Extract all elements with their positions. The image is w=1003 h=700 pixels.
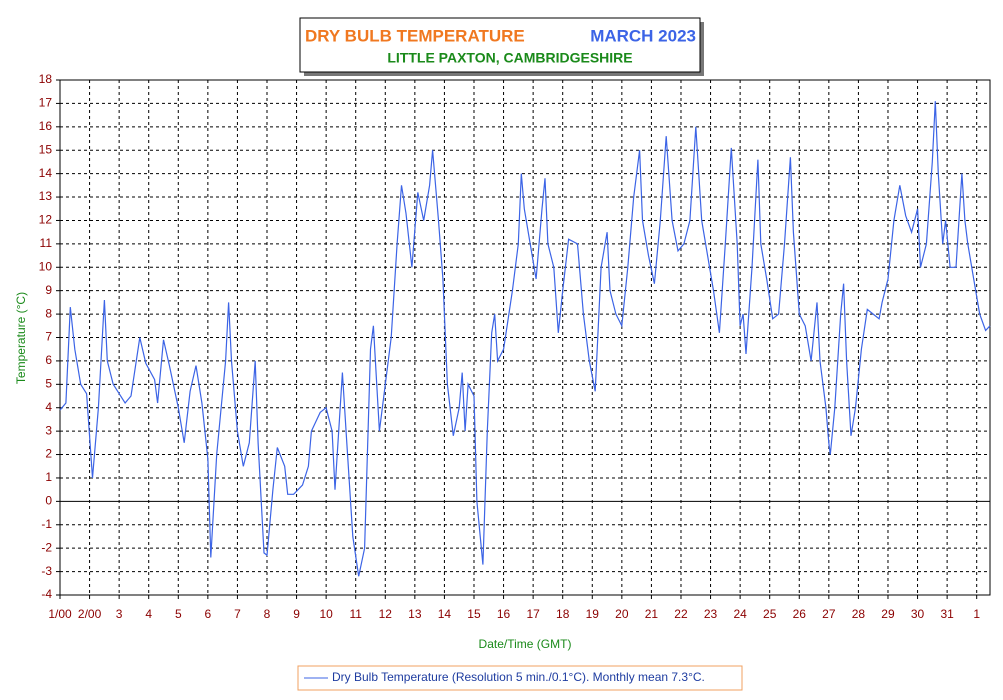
y-tick-label: 9 bbox=[45, 283, 52, 297]
y-tick-label: 13 bbox=[39, 189, 53, 203]
x-tick-label: 21 bbox=[645, 607, 659, 621]
y-tick-label: 16 bbox=[39, 119, 53, 133]
x-tick-label: 20 bbox=[615, 607, 629, 621]
chart-subtitle: LITTLE PAXTON, CAMBRIDGESHIRE bbox=[387, 50, 632, 66]
x-tick-label: 19 bbox=[586, 607, 600, 621]
x-tick-label: 10 bbox=[319, 607, 333, 621]
chart-period: MARCH 2023 bbox=[590, 26, 696, 45]
y-tick-label: -2 bbox=[41, 540, 52, 554]
y-tick-label: 10 bbox=[39, 259, 53, 273]
y-tick-label: 7 bbox=[45, 330, 52, 344]
y-tick-label: 5 bbox=[45, 376, 52, 390]
x-tick-label: 27 bbox=[822, 607, 836, 621]
x-tick-label: 1 bbox=[973, 607, 980, 621]
x-tick-label: 12 bbox=[379, 607, 393, 621]
chart-title: DRY BULB TEMPERATURE bbox=[305, 26, 525, 45]
x-tick-label: 23 bbox=[704, 607, 718, 621]
y-tick-label: -4 bbox=[41, 587, 52, 601]
legend-box bbox=[297, 665, 743, 691]
x-tick-label: 22 bbox=[674, 607, 688, 621]
y-tick-label: 14 bbox=[39, 166, 53, 180]
y-tick-label: -1 bbox=[41, 517, 52, 531]
x-tick-label: 11 bbox=[349, 607, 362, 621]
x-tick-label: 16 bbox=[497, 607, 511, 621]
legend-label: Dry Bulb Temperature (Resolution 5 min./… bbox=[332, 670, 705, 684]
x-tick-label: 5 bbox=[175, 607, 182, 621]
y-tick-label: 17 bbox=[39, 96, 53, 110]
y-tick-label: 15 bbox=[39, 142, 53, 156]
x-tick-label: 1/00 bbox=[48, 607, 72, 621]
y-tick-label: 1 bbox=[45, 470, 52, 484]
x-tick-label: 17 bbox=[526, 607, 540, 621]
x-tick-label: 14 bbox=[438, 607, 452, 621]
y-tick-label: -3 bbox=[41, 564, 52, 578]
y-tick-label: 8 bbox=[45, 306, 52, 320]
series-line bbox=[59, 101, 991, 577]
y-tick-label: 12 bbox=[39, 213, 53, 227]
x-tick-label: 15 bbox=[467, 607, 481, 621]
x-tick-label: 29 bbox=[881, 607, 895, 621]
y-tick-label: 11 bbox=[40, 236, 53, 250]
y-tick-label: 2 bbox=[45, 447, 52, 461]
title-box bbox=[299, 17, 701, 73]
x-tick-label: 30 bbox=[911, 607, 925, 621]
x-tick-label: 3 bbox=[116, 607, 123, 621]
y-axis-label: Temperature (°C) bbox=[14, 292, 28, 384]
x-tick-label: 26 bbox=[793, 607, 807, 621]
y-tick-label: 0 bbox=[45, 494, 52, 508]
x-tick-label: 4 bbox=[145, 607, 152, 621]
x-tick-label: 7 bbox=[234, 607, 241, 621]
x-axis-label: Date/Time (GMT) bbox=[479, 637, 572, 651]
x-tick-label: 24 bbox=[733, 607, 747, 621]
x-tick-label: 25 bbox=[763, 607, 777, 621]
y-tick-label: 3 bbox=[45, 423, 52, 437]
x-tick-label: 18 bbox=[556, 607, 570, 621]
x-tick-label: 2/00 bbox=[78, 607, 102, 621]
x-tick-label: 9 bbox=[293, 607, 300, 621]
x-tick-label: 6 bbox=[205, 607, 212, 621]
x-tick-label: 13 bbox=[408, 607, 422, 621]
x-tick-label: 8 bbox=[264, 607, 271, 621]
x-tick-label: 28 bbox=[852, 607, 866, 621]
y-tick-label: 18 bbox=[39, 72, 53, 86]
x-tick-label: 31 bbox=[940, 607, 954, 621]
y-tick-label: 6 bbox=[45, 353, 52, 367]
y-tick-label: 4 bbox=[45, 400, 52, 414]
